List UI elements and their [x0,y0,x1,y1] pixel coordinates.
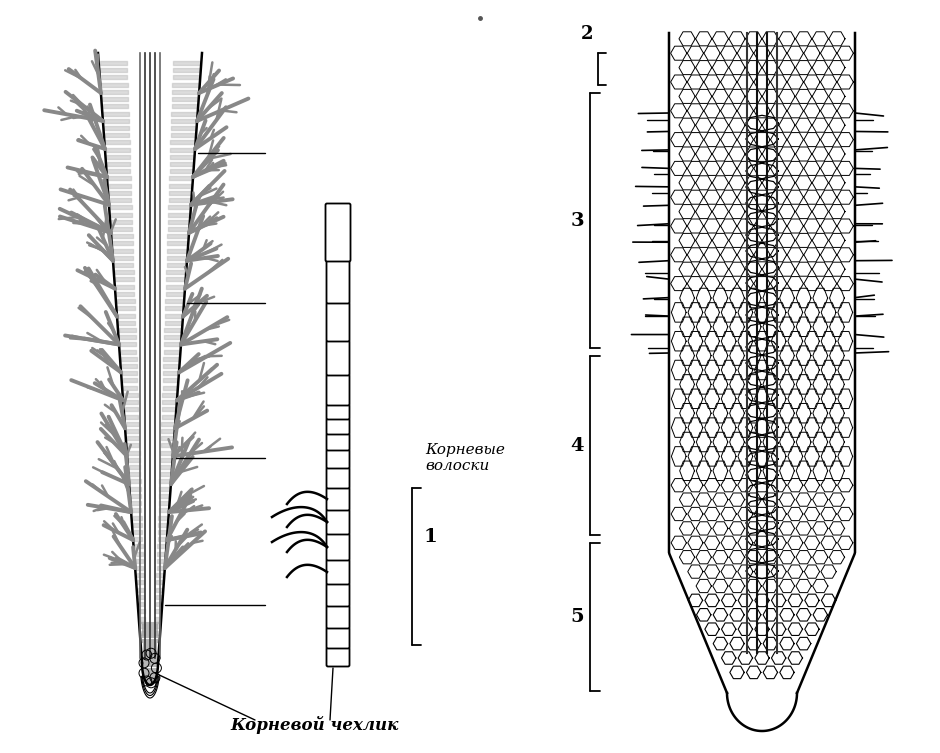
Polygon shape [669,33,855,731]
FancyBboxPatch shape [326,487,350,511]
Text: 3: 3 [571,212,584,230]
FancyBboxPatch shape [326,419,350,434]
FancyBboxPatch shape [326,261,350,303]
FancyBboxPatch shape [326,605,350,629]
Text: 5: 5 [571,608,584,626]
FancyBboxPatch shape [326,404,350,419]
Text: 1: 1 [424,528,438,545]
FancyBboxPatch shape [326,434,350,450]
Text: 2: 2 [581,25,593,43]
Text: Корневые
волоски: Корневые волоски [425,443,505,473]
FancyBboxPatch shape [326,584,350,606]
FancyBboxPatch shape [326,648,350,666]
FancyBboxPatch shape [326,533,350,560]
FancyBboxPatch shape [326,627,350,648]
Polygon shape [98,53,202,685]
FancyBboxPatch shape [326,340,350,376]
FancyBboxPatch shape [326,510,350,535]
FancyBboxPatch shape [326,303,350,342]
FancyBboxPatch shape [326,374,350,406]
FancyBboxPatch shape [326,450,350,468]
FancyBboxPatch shape [326,559,350,584]
Text: 4: 4 [571,437,584,455]
FancyBboxPatch shape [325,203,351,261]
Text: Корневой чехлик: Корневой чехлик [231,716,400,734]
FancyBboxPatch shape [326,468,350,489]
